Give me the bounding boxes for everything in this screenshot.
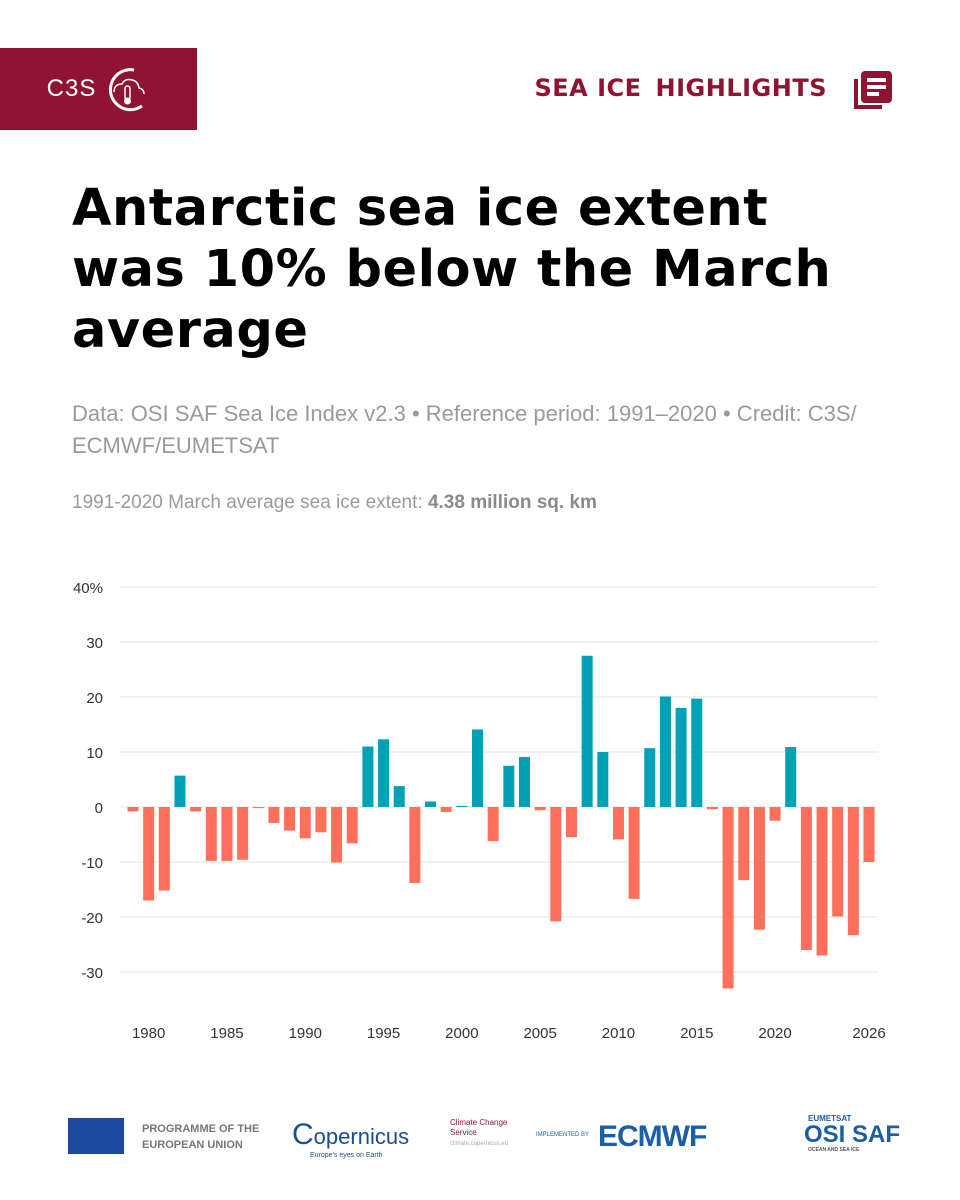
y-tick-label: 0 <box>95 800 103 817</box>
x-tick-label: 2015 <box>680 1025 713 1042</box>
x-tick-label: 2010 <box>602 1025 635 1042</box>
section-title: SEA ICE HIGHLIGHTS <box>520 74 827 102</box>
bar-2000 <box>456 805 468 807</box>
bar-1991 <box>315 807 327 833</box>
c3s-brand: C3S <box>0 48 197 130</box>
bar-1992 <box>331 807 343 863</box>
bar-2021 <box>785 747 797 807</box>
osisaf-logo: EUMETSAT OSI SAF OCEAN AND SEA ICE <box>780 1114 900 1153</box>
y-tick-label: -30 <box>81 965 103 982</box>
y-tick-label: 30 <box>86 635 103 652</box>
copernicus-logo: Copernicus Europe's eyes on Earth <box>292 1118 410 1159</box>
osisaf-tagline: OCEAN AND SEA ICE <box>808 1147 860 1153</box>
section-label-1: SEA ICE <box>534 74 642 102</box>
copernicus-name: opernicus <box>313 1124 410 1149</box>
ccs-logo: Climate Change Service climate.copernicus… <box>422 1118 510 1149</box>
x-tick-label: 2005 <box>523 1025 556 1042</box>
bar-1983 <box>190 807 202 812</box>
bar-2008 <box>581 655 593 807</box>
bar-1982 <box>174 775 186 807</box>
copernicus-tagline: Europe's eyes on Earth <box>310 1152 383 1159</box>
bar-2014 <box>675 708 687 807</box>
bar-2023 <box>816 807 828 956</box>
bar-1979 <box>127 807 139 812</box>
bar-2017 <box>722 807 734 989</box>
average-label: 1991-2020 March average sea ice extent: <box>72 492 423 513</box>
bar-1984 <box>205 807 217 861</box>
bar-2020 <box>769 807 781 821</box>
x-tick-label: 2000 <box>445 1025 478 1042</box>
bar-2001 <box>472 729 484 807</box>
y-tick-label: -10 <box>81 855 103 872</box>
bar-1994 <box>362 746 374 807</box>
y-tick-label: -20 <box>81 910 103 927</box>
eu-programme: PROGRAMME OF THE EUROPEAN UNION <box>142 1123 260 1151</box>
bar-1988 <box>268 807 280 823</box>
news-icon <box>854 71 892 109</box>
bar-2013 <box>659 696 671 807</box>
bar-2011 <box>628 807 640 899</box>
ecmwf-logo: ECMWF <box>598 1120 707 1153</box>
source-note: Data: OSI SAF Sea Ice Index v2.3 • Refer… <box>72 401 857 458</box>
x-tick-label: 2026 <box>852 1025 885 1042</box>
bar-2016 <box>706 807 718 810</box>
average-note: 1991-2020 March average sea ice extent: … <box>72 492 597 514</box>
footer-logos: PROGRAMME OF THE EUROPEAN UNION Copernic… <box>0 1110 960 1170</box>
bar-2003 <box>503 765 515 807</box>
bar-1997 <box>409 807 421 883</box>
bar-1989 <box>284 807 296 831</box>
bar-2007 <box>565 807 577 838</box>
x-tick-label: 1990 <box>289 1025 322 1042</box>
y-tick-label: 20 <box>86 690 103 707</box>
bar-2025 <box>847 807 859 936</box>
bar-2024 <box>832 807 844 917</box>
ccs-name: Climate Change Service <box>450 1118 508 1137</box>
y-tick-label: 40% <box>73 580 103 597</box>
section-label-2: HIGHLIGHTS <box>655 74 827 102</box>
x-tick-label: 1985 <box>210 1025 243 1042</box>
page-title: Antarctic sea ice extent was 10% below t… <box>72 179 832 360</box>
bar-1990 <box>299 807 311 839</box>
bar-2018 <box>738 807 750 881</box>
x-tick-label: 1995 <box>367 1025 400 1042</box>
bar-2012 <box>644 748 656 807</box>
y-tick-label: 10 <box>86 745 103 762</box>
bar-1996 <box>393 786 405 807</box>
bar-1998 <box>425 801 437 807</box>
eumetsat-label: EUMETSAT <box>808 1114 852 1123</box>
bar-2009 <box>597 752 609 807</box>
osisaf-name: OSI SAF <box>804 1121 901 1148</box>
eu-flag-icon <box>68 1118 124 1154</box>
bar-1993 <box>346 807 358 844</box>
bar-1980 <box>143 807 155 901</box>
bar-2015 <box>691 698 703 807</box>
bar-2010 <box>612 807 624 840</box>
bar-2026 <box>863 807 875 862</box>
bar-2004 <box>519 756 530 807</box>
bar-1987 <box>252 807 264 809</box>
average-value: 4.38 million sq. km <box>427 492 597 513</box>
x-tick-label: 1980 <box>132 1025 165 1042</box>
c3s-logo-icon <box>109 68 146 112</box>
implemented-by: IMPLEMENTED BY <box>536 1132 590 1138</box>
bar-1981 <box>158 807 170 891</box>
bar-2005 <box>534 807 546 811</box>
bar-1986 <box>237 807 249 860</box>
bar-1995 <box>378 739 390 807</box>
bar-2002 <box>487 807 499 842</box>
brand-label: C3S <box>46 75 97 102</box>
bar-1999 <box>440 807 452 812</box>
ccs-url: climate.copernicus.eu <box>450 1141 509 1147</box>
x-tick-label: 2020 <box>758 1025 791 1042</box>
bar-1985 <box>221 807 233 861</box>
bar-2019 <box>753 807 765 930</box>
bar-2006 <box>550 807 562 922</box>
bar-2022 <box>800 807 812 950</box>
